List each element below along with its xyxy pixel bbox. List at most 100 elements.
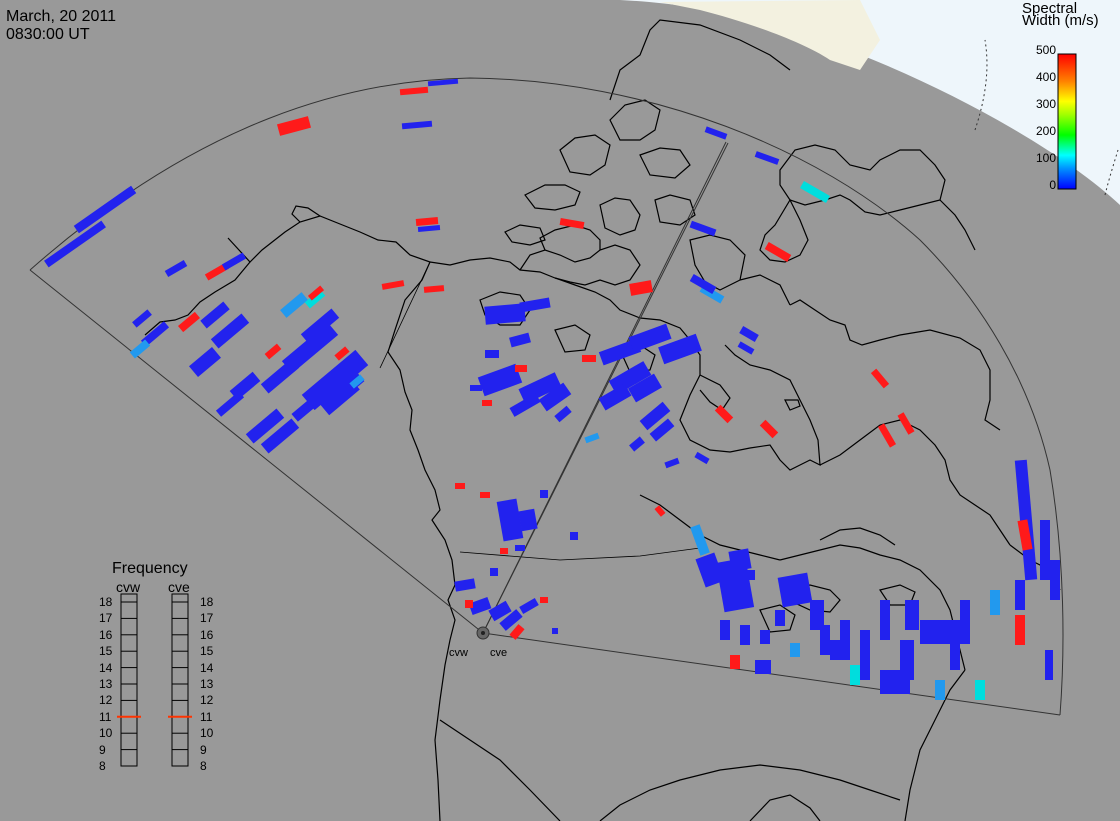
backscatter-cell xyxy=(485,350,499,358)
frequency-scale-label: 16 xyxy=(99,627,113,642)
backscatter-cell xyxy=(423,285,445,293)
backscatter-cell xyxy=(552,628,558,634)
backscatter-cell xyxy=(334,346,350,361)
backscatter-cell xyxy=(704,126,728,140)
backscatter-cell xyxy=(840,620,850,660)
backscatter-cell xyxy=(960,600,970,620)
backscatter-cell xyxy=(745,570,755,580)
backscatter-cell xyxy=(830,640,840,660)
backscatter-cell xyxy=(140,321,170,347)
backscatter-cell xyxy=(730,655,740,669)
frequency-scale-label: 12 xyxy=(99,693,113,708)
backscatter-cell xyxy=(628,373,662,403)
daylight-land xyxy=(660,0,880,70)
backscatter-cell xyxy=(281,322,339,374)
backscatter-cell xyxy=(820,625,830,655)
backscatter-cell xyxy=(639,401,671,431)
backscatter-cell xyxy=(598,383,632,411)
backscatter-cell xyxy=(905,600,919,630)
frequency-scale-label: 14 xyxy=(200,660,214,675)
backscatter-cell xyxy=(509,332,531,348)
frequency-scale-label: 16 xyxy=(200,627,214,642)
coastlines xyxy=(144,19,1061,821)
frequency-scale-label: 18 xyxy=(99,595,113,609)
frequency-scale-label: 10 xyxy=(99,726,113,741)
time-label: 0830:00 UT xyxy=(6,26,90,43)
colorbar-tick: 300 xyxy=(1035,97,1056,111)
backscatter-cell xyxy=(484,303,526,325)
backscatter-cell xyxy=(658,333,702,365)
backscatter-cell xyxy=(164,259,188,278)
backscatter-cell xyxy=(509,624,525,640)
backscatter-cell xyxy=(229,371,261,401)
backscatter-cell xyxy=(540,597,548,603)
backscatter-cell xyxy=(540,490,548,498)
backscatter-cell xyxy=(695,552,725,588)
frequency-scale-label: 8 xyxy=(200,759,207,773)
frequency-scale-label: 17 xyxy=(99,611,113,626)
backscatter-cell xyxy=(515,545,525,551)
backscatter-cell xyxy=(728,548,752,572)
backscatter-cell xyxy=(755,660,771,674)
frequency-scale-frame xyxy=(171,593,189,767)
backscatter-cell xyxy=(454,578,476,592)
frequency-scale-label: 14 xyxy=(99,660,113,675)
daylight-region xyxy=(620,0,1120,205)
backscatter-cell xyxy=(629,280,653,296)
backscatter-cell xyxy=(759,419,779,439)
backscatter-cell xyxy=(264,343,282,360)
colorbar-title-line2: Width (m/s) xyxy=(1022,12,1099,29)
frequency-scale-label: 12 xyxy=(200,693,214,708)
backscatter-cell xyxy=(570,532,578,540)
frequency-scale-label: 9 xyxy=(99,742,106,757)
frequency-radar-label-cvw: cvw xyxy=(116,579,141,595)
backscatter-cell xyxy=(850,665,860,685)
backscatter-cell xyxy=(518,372,562,404)
backscatter-cell xyxy=(810,600,824,630)
backscatter-cell xyxy=(950,640,960,670)
backscatter-cell xyxy=(880,600,890,640)
backscatter-cell xyxy=(300,308,340,344)
backscatter-cell xyxy=(518,508,538,532)
backscatter-cell xyxy=(690,524,710,556)
backscatter-cell xyxy=(482,400,492,406)
colorbar-tick: 200 xyxy=(1035,124,1056,138)
backscatter-cell xyxy=(415,217,439,226)
terminator-line xyxy=(974,39,988,131)
backscatter-cell xyxy=(1017,519,1033,551)
backscatter-cell xyxy=(538,382,572,412)
backscatter-cell xyxy=(1040,520,1050,580)
backscatter-cell xyxy=(598,338,642,366)
colorbar xyxy=(1057,53,1077,190)
backscatter-cell xyxy=(178,311,200,333)
backscatter-cell xyxy=(401,120,433,130)
frequency-scale-label: 10 xyxy=(200,726,214,741)
radar-site-center xyxy=(481,631,485,635)
backscatter-cell xyxy=(737,341,755,355)
backscatter-cell xyxy=(990,590,1000,615)
backscatter-cell xyxy=(200,301,230,329)
backscatter-cells xyxy=(44,78,1060,700)
backscatter-cell xyxy=(694,451,710,465)
backscatter-cell xyxy=(935,680,945,700)
backscatter-cell xyxy=(754,151,780,165)
backscatter-cell xyxy=(664,457,680,469)
backscatter-cell xyxy=(468,596,492,616)
colorbar-tick: 500 xyxy=(1035,43,1056,57)
backscatter-cell xyxy=(582,355,596,362)
colorbar-tick: 100 xyxy=(1035,151,1056,165)
backscatter-cell xyxy=(860,630,870,680)
frequency-scale-label: 18 xyxy=(200,595,214,609)
backscatter-cell xyxy=(455,483,465,489)
backscatter-cell xyxy=(417,225,441,232)
backscatter-cell xyxy=(740,625,750,645)
backscatter-cell xyxy=(129,339,151,359)
backscatter-cell xyxy=(490,568,498,576)
backscatter-cell xyxy=(628,323,672,353)
backscatter-cell xyxy=(349,374,365,389)
backscatter-cell xyxy=(304,289,326,309)
backscatter-cell xyxy=(760,630,770,644)
backscatter-cell xyxy=(470,385,482,391)
backscatter-cell xyxy=(777,572,813,608)
